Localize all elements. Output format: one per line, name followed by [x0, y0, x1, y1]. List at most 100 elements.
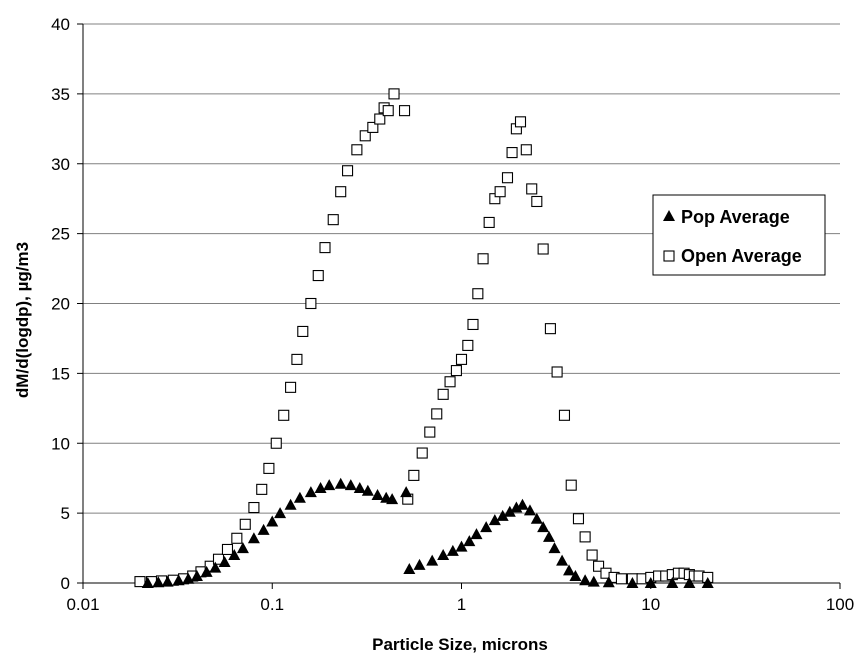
pop-average-point	[314, 481, 327, 493]
pop-average-point	[683, 577, 696, 588]
pop-average-point	[516, 498, 529, 510]
pop-average-point	[257, 523, 270, 535]
legend-pop-average-marker	[663, 210, 675, 221]
open-average-point	[231, 532, 243, 544]
open-average-point	[291, 353, 303, 365]
pop-average-point	[701, 577, 714, 588]
y-tick-label: 10	[51, 434, 70, 453]
pop-average-point	[274, 507, 287, 519]
open-average-point	[572, 513, 585, 525]
legend-pop-average-label: Pop Average	[681, 207, 790, 227]
pop-average-point	[626, 577, 639, 588]
pop-average-point	[304, 486, 317, 498]
pop-average-point	[563, 564, 576, 576]
y-tick-label: 25	[51, 225, 70, 244]
pop-average-point	[543, 530, 556, 542]
pop-average-point	[386, 493, 399, 505]
pop-average-point	[666, 577, 679, 588]
open-average-point	[359, 130, 371, 142]
pop-average-point	[602, 576, 615, 588]
pop-average-point	[403, 563, 416, 575]
pop-average-point	[334, 477, 347, 489]
open-average-point	[558, 409, 571, 421]
pop-average-point	[413, 558, 426, 570]
y-tick-label: 15	[51, 364, 70, 383]
pop-average-point	[284, 498, 297, 510]
open-average-point	[367, 121, 379, 133]
open-average-point	[134, 576, 146, 588]
open-average-point	[615, 573, 627, 585]
y-axis-title: dM/d(logdp), µg/m3	[13, 242, 32, 398]
y-tick-label: 20	[51, 295, 70, 314]
pop-average-point	[537, 521, 550, 533]
pop-average-point	[530, 512, 543, 524]
legend-triangle-marker	[663, 210, 675, 221]
open-average-point	[351, 144, 363, 156]
open-average-point	[537, 243, 549, 255]
open-average-point	[388, 88, 400, 100]
open-average-point	[494, 186, 506, 198]
open-average-point	[221, 543, 234, 556]
pop-average-point	[353, 481, 366, 493]
pop-average-point	[569, 570, 582, 582]
pop-average-point	[190, 570, 203, 582]
pop-average-point	[463, 535, 476, 547]
y-tick-label: 30	[51, 155, 70, 174]
y-tick-label: 35	[51, 85, 70, 104]
open-average-point	[531, 195, 543, 208]
x-axis-title: Particle Size, microns	[372, 635, 548, 654]
pop-average-point	[548, 542, 561, 554]
open-average-point	[450, 365, 462, 377]
pop-average-point	[503, 505, 516, 517]
pop-average-point	[446, 544, 459, 556]
x-tick-label: 0.01	[66, 595, 99, 614]
pop-average-point	[480, 521, 493, 533]
pop-average-point	[209, 561, 222, 573]
pop-average-point	[182, 572, 195, 584]
y-tick-label: 40	[51, 15, 70, 34]
open-average-point	[319, 242, 331, 254]
y-tick-label: 5	[61, 504, 70, 523]
pop-average-point	[361, 484, 374, 496]
pop-average-point	[523, 504, 536, 516]
open-average-point	[579, 531, 591, 543]
pop-average-point	[488, 514, 501, 526]
open-average-point	[305, 297, 317, 310]
open-average-point	[467, 318, 479, 331]
x-tick-labels: 0.01 0.1 1 10 100	[66, 595, 854, 614]
open-average-point	[424, 426, 436, 438]
axes	[77, 23, 841, 589]
open-average-point	[256, 483, 268, 495]
open-average-point	[239, 518, 251, 530]
x-tick-label: 100	[826, 595, 854, 614]
open-average-point	[248, 501, 260, 514]
pop-average-point	[371, 488, 384, 500]
pop-average-point	[437, 549, 450, 561]
pop-average-point	[247, 532, 260, 544]
open-average-point	[551, 366, 563, 378]
open-average-point	[462, 339, 474, 351]
open-average-point	[416, 447, 428, 459]
y-tick-labels: 0 5 10 15 20 25 30 35 40	[51, 15, 70, 593]
open-average-point	[327, 214, 339, 226]
x-tick-label: 1	[457, 595, 466, 614]
open-average-point	[455, 353, 468, 365]
open-average-point	[593, 560, 605, 572]
pop-average-point	[455, 540, 468, 552]
pop-average-point	[218, 556, 231, 568]
pop-average-point	[510, 501, 523, 513]
pop-average-point	[344, 479, 357, 491]
open-average-point	[544, 323, 556, 335]
pop-average-point	[152, 576, 165, 588]
open-average-point	[483, 216, 495, 228]
open-average-point	[263, 462, 275, 474]
open-average-point	[506, 147, 518, 159]
open-average-point	[520, 144, 532, 156]
open-average-point	[437, 388, 449, 400]
open-average-point	[501, 172, 514, 184]
pop-average-point	[161, 575, 174, 587]
pop-average-point	[400, 486, 413, 498]
open-average-point	[297, 325, 309, 338]
pop-average-point	[556, 554, 569, 566]
